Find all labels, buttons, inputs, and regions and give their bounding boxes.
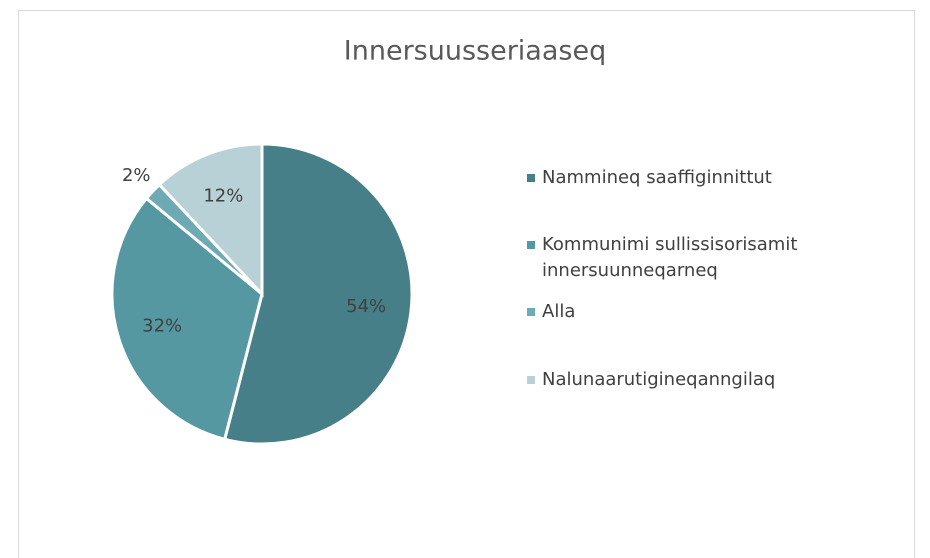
legend-label: Nammineq saaffiginnittut — [542, 167, 772, 188]
legend-item: Alla — [527, 299, 847, 325]
chart-frame — [18, 10, 915, 558]
legend-label: Alla — [542, 301, 576, 322]
legend-swatch — [527, 376, 535, 384]
data-label: 12% — [203, 185, 243, 206]
legend-item: Kommunimi sullissisorisamit innersuunneq… — [527, 232, 847, 284]
legend-item: Nalunaarutigineqanngilaq — [527, 367, 847, 393]
data-label: 2% — [122, 165, 151, 186]
legend-swatch — [527, 241, 535, 249]
legend-item: Nammineq saaffiginnittut — [527, 165, 847, 191]
pie-slice — [157, 142, 264, 298]
data-label: 54% — [346, 296, 386, 317]
data-label: 32% — [142, 315, 182, 336]
chart-title: Innersuusseriaaseq — [344, 36, 606, 67]
legend-swatch — [527, 308, 535, 316]
legend-swatch — [527, 174, 535, 182]
legend-label: Kommunimi sullissisorisamit innersuunneq… — [542, 234, 798, 281]
legend-label: Nalunaarutigineqanngilaq — [542, 369, 776, 390]
pie-slice — [110, 196, 264, 442]
pie-slice — [222, 142, 414, 446]
